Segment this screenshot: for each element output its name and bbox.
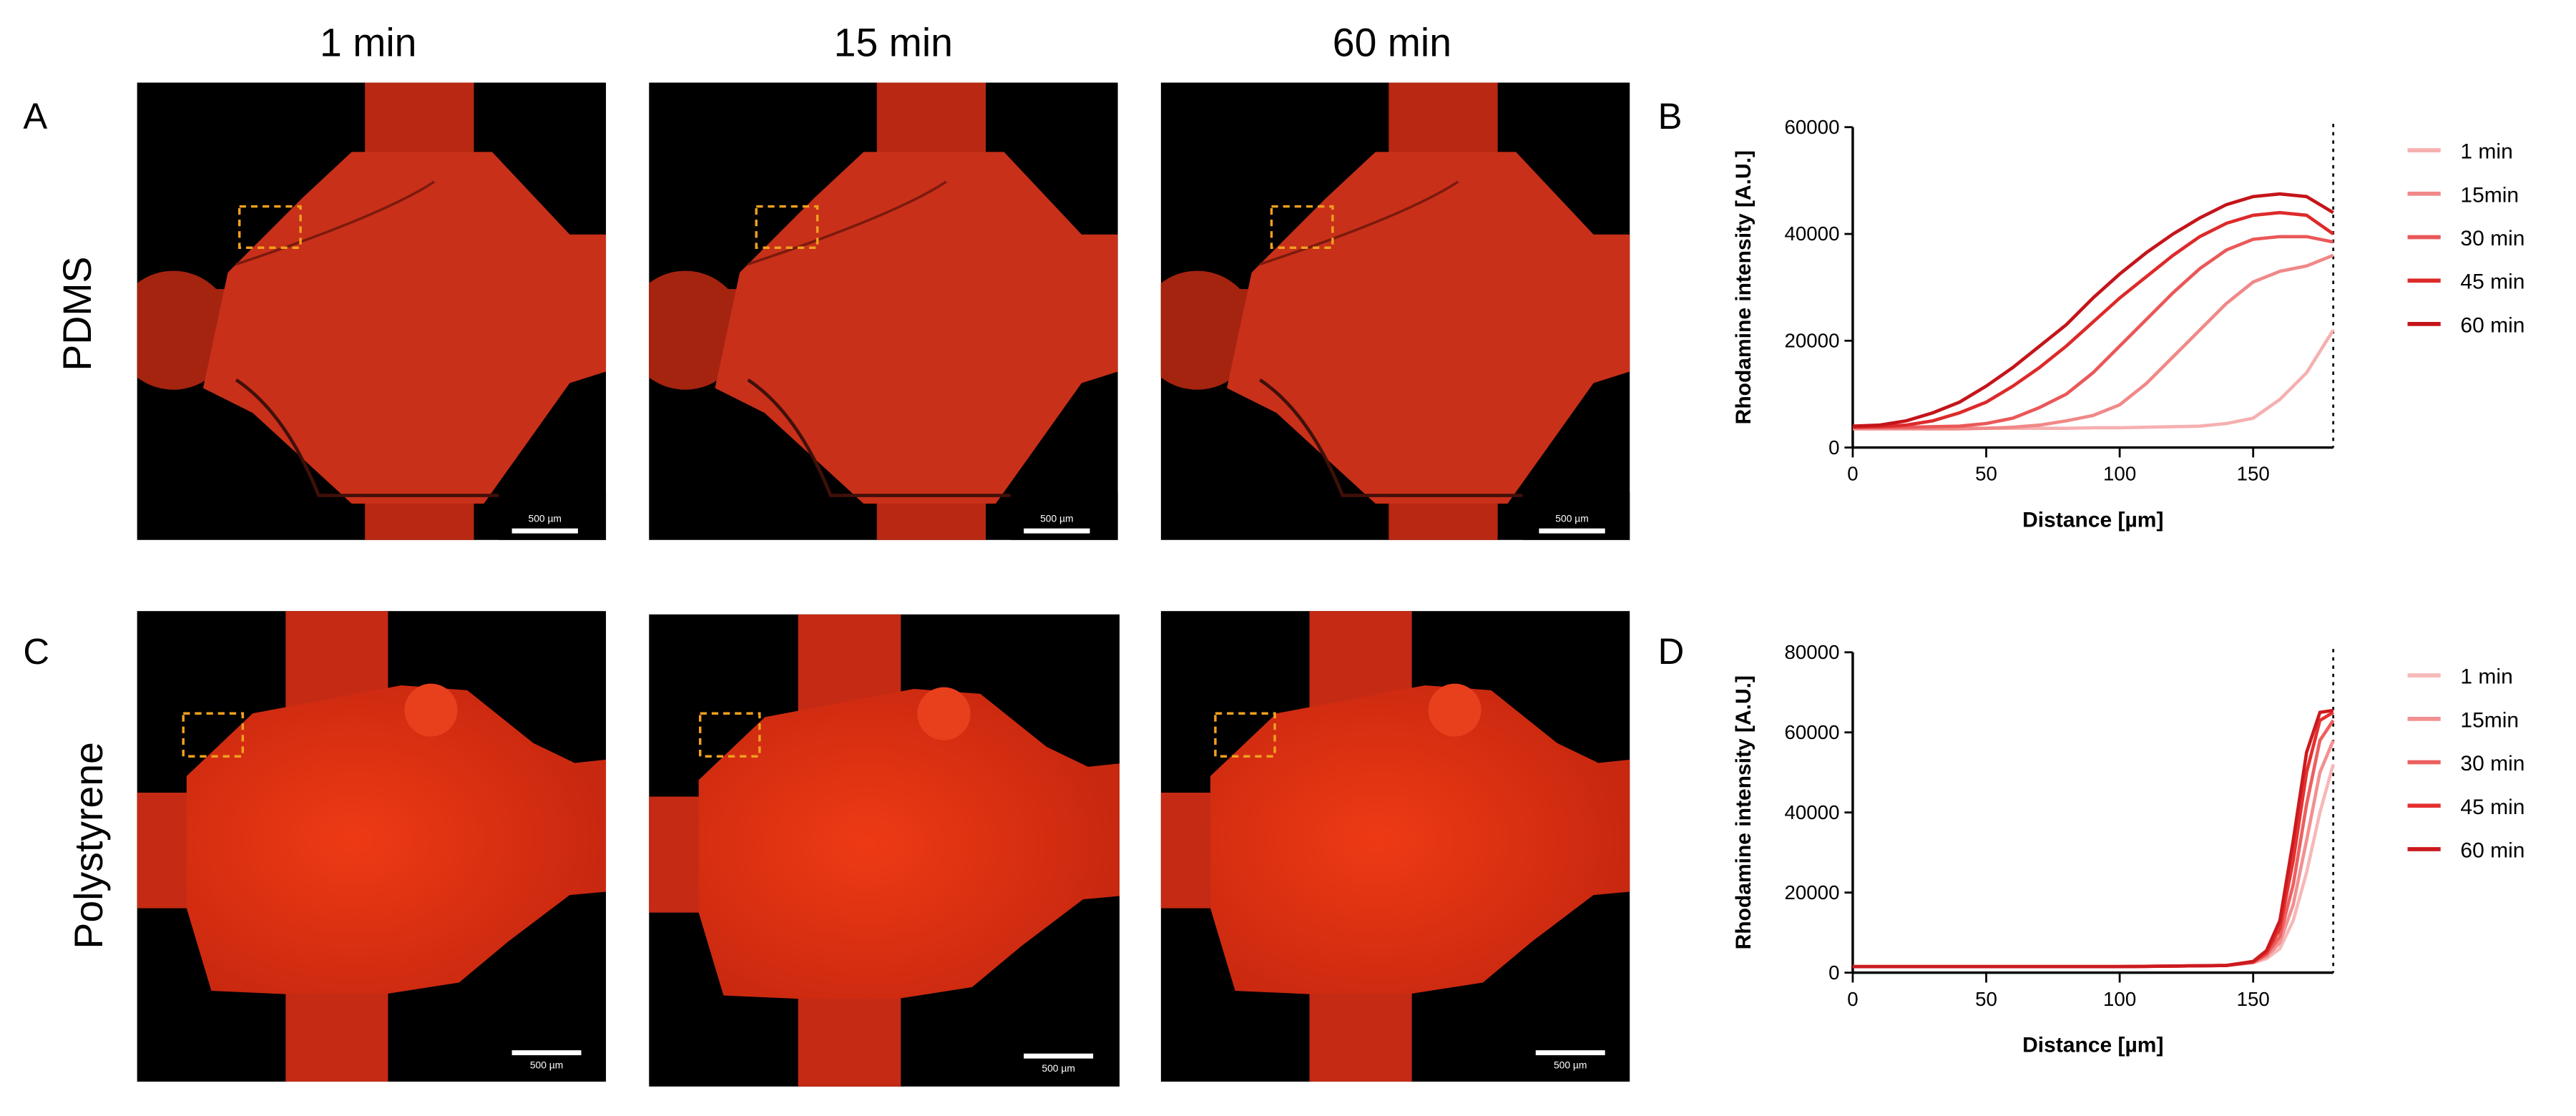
y-tick-label: 60000 [1784,116,1839,138]
legend-label: 15min [2460,708,2519,732]
y-tick-label: 40000 [1784,801,1839,823]
legend-label: 45 min [2460,270,2524,294]
scale-bar-label: 500 µm [529,512,562,524]
micrograph: 500 µm [1160,611,1630,1082]
micrograph: 500 µm [114,82,606,539]
y-tick-label: 40000 [1784,222,1839,245]
scale-bar-label: 500 µm [530,1059,563,1071]
panel-label: A [23,96,47,137]
y-tick-label: 0 [1828,436,1839,459]
x-tick-label: 100 [2103,463,2136,485]
data-line [1852,253,2334,431]
legend-label: 30 min [2460,227,2524,250]
y-tick-label: 80000 [1784,641,1839,663]
y-tick-label: 20000 [1784,881,1839,904]
row-label: PDMS [55,257,99,371]
data-line [1852,210,2334,429]
scale-bar-label: 500 µm [1554,1059,1587,1071]
micrograph: 500 µm [137,611,607,1082]
legend-label: 60 min [2460,313,2524,337]
column-header: 60 min [1333,20,1451,64]
x-axis-label: Distance [µm] [2022,1033,2163,1057]
y-tick-label: 20000 [1784,330,1839,352]
legend-label: 30 min [2460,752,2524,775]
x-tick-label: 50 [1975,988,1997,1010]
legend-label: 45 min [2460,796,2524,819]
panel-label: D [1658,631,1685,672]
legend-label: 60 min [2460,839,2524,863]
x-tick-label: 100 [2103,988,2136,1010]
x-tick-label: 0 [1847,988,1858,1010]
data-line [1852,192,2334,429]
y-tick-label: 60000 [1784,721,1839,743]
y-axis-label: Rhodamine intensity [A.U.] [1732,675,1755,949]
x-tick-label: 50 [1975,463,1997,485]
column-header: 1 min [320,20,416,64]
x-axis-label: Distance [µm] [2022,508,2163,532]
x-tick-label: 150 [2237,463,2270,485]
x-tick-label: 0 [1847,463,1858,485]
y-axis-label: Rhodamine intensity [A.U.] [1732,150,1755,424]
row-label: Polystyrene [67,742,111,949]
panel-label: B [1658,96,1683,137]
legend-label: 15min [2460,183,2519,207]
data-line [1852,740,2335,969]
data-line [1852,719,2335,969]
scale-bar-label: 500 µm [1042,1062,1074,1074]
micrograph: 500 µm [1137,82,1630,539]
micrograph: 500 µm [626,82,1118,539]
scale-bar-label: 500 µm [1040,512,1073,524]
legend-label: 1 min [2460,665,2512,689]
data-line [1852,763,2335,969]
scale-bar-label: 500 µm [1555,512,1588,524]
y-tick-label: 0 [1828,961,1839,984]
data-line [1852,708,2334,969]
legend-label: 1 min [2460,140,2512,164]
panel-label: C [23,631,49,672]
x-tick-label: 150 [2237,988,2270,1010]
micrograph: 500 µm [649,614,1120,1087]
column-header: 15 min [834,20,953,64]
data-line [1852,710,2334,969]
data-line [1852,235,2334,429]
